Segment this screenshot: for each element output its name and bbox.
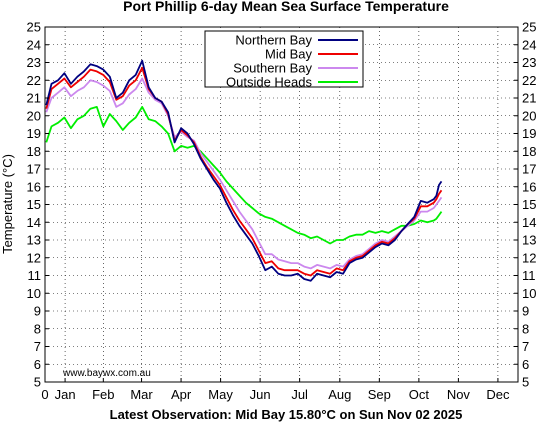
x-tick-label: Oct: [409, 387, 430, 402]
series-line-southern-bay: [45, 77, 443, 270]
y-tick-label-right: 16: [522, 179, 536, 194]
y-tick-label-right: 25: [522, 20, 536, 35]
x-tick-label: Mar: [130, 387, 153, 402]
y-tick-label-left: 9: [34, 304, 41, 319]
y-tick-label-left: 21: [27, 91, 41, 106]
y-tick-label-left: 20: [27, 108, 41, 123]
x-tick-label: Sep: [368, 387, 391, 402]
y-tick-label-right: 12: [522, 250, 536, 265]
y-tick-label-left: 12: [27, 250, 41, 265]
y-tick-label-left: 19: [27, 126, 41, 141]
y-tick-label-right: 19: [522, 126, 536, 141]
legend-label: Outside Heads: [226, 75, 312, 90]
y-tick-label-right: 17: [522, 162, 536, 177]
y-tick-label-right: 23: [522, 55, 536, 70]
x-tick-label: Jun: [250, 387, 271, 402]
x-tick-label: Apr: [171, 387, 192, 402]
latest-observation-footer: Latest Observation: Mid Bay 15.80°C on S…: [110, 407, 463, 422]
x-tick-label: Jan: [55, 387, 76, 402]
y-tick-label-right: 13: [522, 233, 536, 248]
y-tick-label-left: 23: [27, 55, 41, 70]
x-tick-label: May: [208, 387, 233, 402]
y-tick-label-right: 11: [522, 268, 536, 283]
y-tick-label-right: 15: [522, 197, 536, 212]
chart-title: Port Phillip 6-day Mean Sea Surface Temp…: [123, 0, 449, 14]
y-tick-label-left: 6: [34, 357, 41, 372]
series-line-northern-bay: [45, 59, 443, 282]
y-tick-label-right: 8: [522, 321, 529, 336]
y-tick-label-left: 18: [27, 144, 41, 159]
legend-label: Southern Bay: [233, 61, 312, 76]
series-line-outside-heads: [45, 106, 443, 245]
tick-layer: 5 5 6 6 7 7 8 8 9 9 10 10 11 11 12 12 13 13 14 14 15 15 16 16 17…: [27, 20, 537, 403]
y-tick-label-left: 24: [27, 37, 41, 52]
x-tick-label: Feb: [92, 387, 114, 402]
y-tick-label-right: 6: [522, 357, 529, 372]
y-tick-label-right: 5: [522, 375, 529, 390]
y-tick-label-left: 8: [34, 321, 41, 336]
y-tick-label-left: 13: [27, 233, 41, 248]
y-tick-label-left: 25: [27, 20, 41, 35]
y-tick-label-right: 22: [522, 73, 536, 88]
y-tick-label-left: 22: [27, 73, 41, 88]
y-tick-label-left: 10: [27, 286, 41, 301]
y-tick-label-right: 14: [522, 215, 536, 230]
x-tick-label: Nov: [447, 387, 471, 402]
y-tick-label-left: 17: [27, 162, 41, 177]
y-tick-label-right: 18: [522, 144, 536, 159]
legend-label: Mid Bay: [265, 47, 312, 62]
x-tick-label: Jul: [291, 387, 308, 402]
y-tick-label-left: 15: [27, 197, 41, 212]
y-axis-label: Temperature (°C): [0, 154, 15, 254]
legend-label: Northern Bay: [235, 33, 312, 48]
y-tick-label-right: 24: [522, 37, 536, 52]
y-tick-label-right: 20: [522, 108, 536, 123]
y-tick-label-right: 7: [522, 339, 529, 354]
series-line-mid-bay: [45, 66, 443, 277]
x-tick-label: 0: [41, 387, 48, 402]
y-tick-label-right: 9: [522, 304, 529, 319]
y-tick-label-left: 14: [27, 215, 41, 230]
x-tick-label: Dec: [486, 387, 510, 402]
x-tick-label: Aug: [328, 387, 351, 402]
y-tick-label-left: 11: [28, 268, 42, 283]
watermark: www.baywx.com.au: [62, 368, 151, 379]
y-tick-label-left: 16: [27, 179, 41, 194]
y-tick-label-left: 7: [34, 339, 41, 354]
y-tick-label-right: 21: [522, 91, 536, 106]
series-layer: [45, 59, 443, 282]
y-tick-label-right: 10: [522, 286, 536, 301]
y-tick-label-left: 5: [34, 375, 41, 390]
